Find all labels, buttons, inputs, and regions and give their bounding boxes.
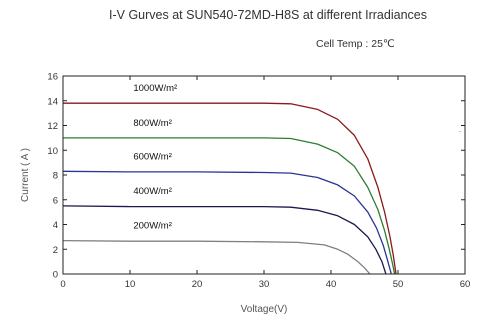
series-line <box>62 205 387 275</box>
y-tick-label: 2 <box>53 245 58 256</box>
y-tick-label: 4 <box>53 220 58 231</box>
series-label: 1000W/m² <box>133 83 177 94</box>
y-tick-label: 10 <box>47 146 58 157</box>
x-tick-label: 30 <box>259 279 270 290</box>
series-label: 200W/m² <box>133 221 172 232</box>
y-tick-label: 0 <box>53 270 58 281</box>
x-axis: 0 10 20 30 40 50 60 <box>60 76 470 290</box>
x-tick-label: 50 <box>393 279 404 290</box>
series-line <box>63 102 397 275</box>
x-tick-label: 60 <box>460 279 471 290</box>
series-label: 600W/m² <box>133 151 172 162</box>
chart-title: I-V Gurves at SUN540-72MD-H8S at differe… <box>109 8 427 22</box>
stray-dot: . <box>459 125 461 134</box>
y-axis: 0 2 4 6 8 10 12 14 16 <box>47 72 465 281</box>
plot-frame <box>62 75 466 275</box>
x-axis-label: Voltage(V) <box>241 304 288 315</box>
y-tick-label: 6 <box>53 195 58 206</box>
series-line <box>62 239 371 275</box>
y-axis-label: Current ( A ) <box>20 148 31 202</box>
x-tick-label: 40 <box>326 279 337 290</box>
y-tick-label: 16 <box>47 72 58 83</box>
series-line <box>62 170 392 275</box>
y-tick-label: 12 <box>47 121 58 132</box>
series-label: 800W/m² <box>133 118 172 129</box>
series-label: 400W/m² <box>133 186 172 197</box>
curves-group <box>62 102 397 275</box>
y-tick-label: 8 <box>53 171 58 182</box>
series-line <box>63 137 396 275</box>
x-tick-label: 10 <box>125 279 136 290</box>
y-tick-label: 14 <box>47 96 58 107</box>
x-tick-label: 20 <box>192 279 203 290</box>
chart-subtitle: Cell Temp : 25℃ <box>316 38 395 50</box>
x-tick-label: 0 <box>60 279 65 290</box>
curve-labels-group: 1000W/m² 800W/m² 600W/m² 400W/m² 200W/m² <box>133 83 177 231</box>
